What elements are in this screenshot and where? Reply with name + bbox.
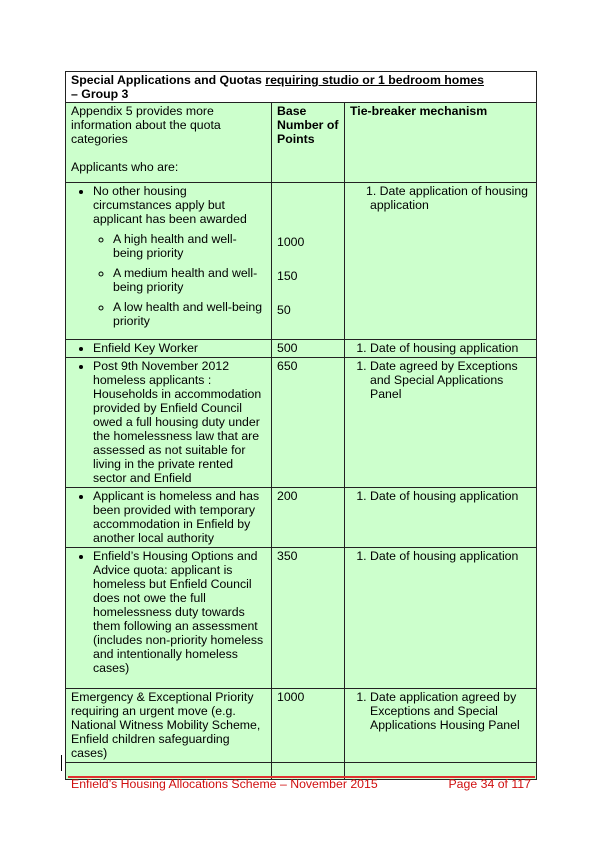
sub-category: A low health and well-being priority [113,300,266,328]
footer-title: Enfield’s Housing Allocations Scheme – N… [71,777,378,791]
table-row: Applicant is homeless and has been provi… [65,487,537,548]
points: 350 [271,547,345,689]
table-row: Post 9th November 2012 homeless applican… [65,357,537,488]
category: Enfield’s Housing Options and Advice quo… [93,549,266,675]
category: Applicant is homeless and has been provi… [93,489,266,545]
category: Post 9th November 2012 homeless applican… [93,359,266,485]
table-row: No other housing circumstances apply but… [65,182,537,340]
page-footer: Enfield’s Housing Allocations Scheme – N… [71,777,531,791]
tiebreaker: Date application agreed by Exceptions an… [370,690,531,732]
points: 650 [271,357,345,488]
tiebreaker: 1. Date application of housing applicati… [366,184,529,212]
points: 1000 [271,688,345,763]
points: 1000 [277,235,305,249]
text-cursor-mark [61,755,62,771]
table-row: Enfield’s Housing Options and Advice quo… [65,547,537,689]
tiebreaker: Date agreed by Exceptions and Special Ap… [370,359,531,401]
header-row: Appendix 5 provides more information abo… [65,102,537,183]
tiebreaker: Date of housing application [370,341,531,355]
tiebreaker: Date of housing application [370,549,531,563]
tiebreaker: Date of housing application [370,489,531,503]
points: 50 [277,303,291,317]
category: Emergency & Exceptional Priority requiri… [65,688,272,763]
quota-table: Special Applications and Quotas requirin… [65,71,537,780]
page-number: Page 34 of 117 [448,777,531,791]
footer-divider [68,776,535,778]
header-col1: Appendix 5 provides more information abo… [65,102,272,183]
header-points: Base Number of Points [271,102,345,183]
sub-category: A high health and well-being priority [113,232,266,260]
table-row: Emergency & Exceptional Priority requiri… [65,688,537,763]
points: 150 [277,269,298,283]
points: 500 [271,339,345,358]
title-row: Special Applications and Quotas requirin… [65,71,537,103]
category: No other housing circumstances apply but… [93,184,266,328]
table-row: Enfield Key Worker 500 Date of housing a… [65,339,537,358]
points: 200 [271,487,345,548]
header-tiebreaker: Tie-breaker mechanism [344,102,537,183]
table-title: Special Applications and Quotas requirin… [65,71,537,103]
sub-category: A medium health and well-being priority [113,266,266,294]
empty-row [65,762,537,780]
category: Enfield Key Worker [93,341,266,355]
